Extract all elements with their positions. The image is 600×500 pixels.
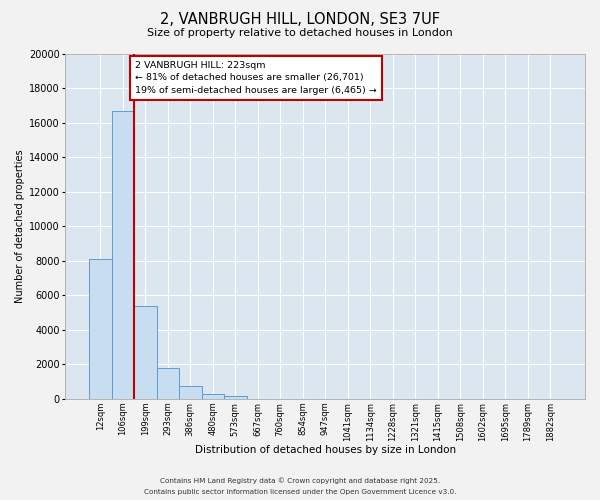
- Bar: [112, 111, 134, 399]
- Bar: [179, 386, 202, 399]
- Text: Size of property relative to detached houses in London: Size of property relative to detached ho…: [147, 28, 453, 38]
- Bar: [224, 396, 247, 399]
- Text: 2 VANBRUGH HILL: 223sqm
← 81% of detached houses are smaller (26,701)
19% of sem: 2 VANBRUGH HILL: 223sqm ← 81% of detache…: [135, 61, 377, 95]
- Text: Contains HM Land Registry data © Crown copyright and database right 2025.: Contains HM Land Registry data © Crown c…: [160, 478, 440, 484]
- Bar: [89, 259, 112, 399]
- Text: 2, VANBRUGH HILL, LONDON, SE3 7UF: 2, VANBRUGH HILL, LONDON, SE3 7UF: [160, 12, 440, 28]
- Y-axis label: Number of detached properties: Number of detached properties: [15, 150, 25, 304]
- Text: Contains public sector information licensed under the Open Government Licence v3: Contains public sector information licen…: [144, 489, 456, 495]
- X-axis label: Distribution of detached houses by size in London: Distribution of detached houses by size …: [194, 445, 456, 455]
- Bar: [202, 394, 224, 399]
- Bar: [157, 368, 179, 399]
- Bar: [134, 306, 157, 399]
